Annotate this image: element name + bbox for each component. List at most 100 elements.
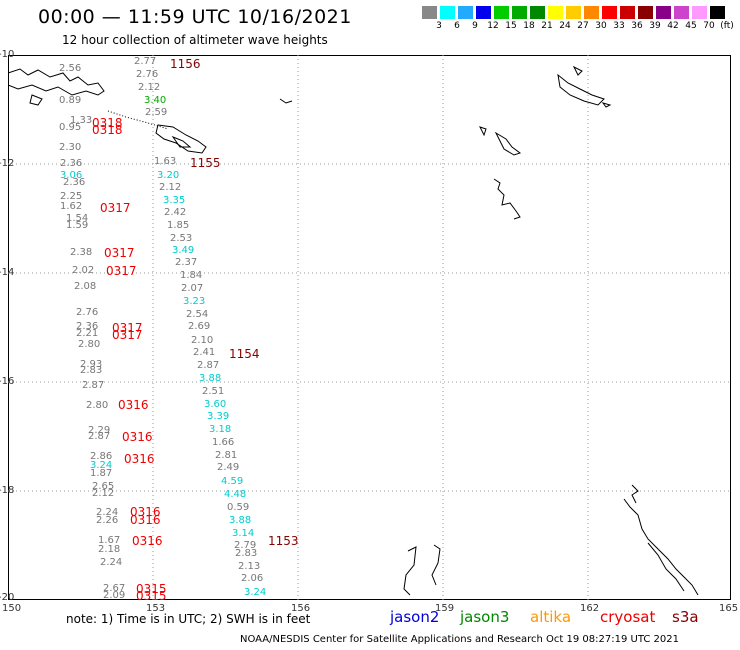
legend-label: (ft) (720, 21, 734, 31)
wave-height-value: 2.79 (234, 540, 257, 551)
wave-height-value: 2.29 (88, 425, 111, 436)
latitude-label: -12 (0, 158, 15, 169)
legend-swatch (710, 6, 725, 19)
wave-height-value: 3.40 (144, 95, 167, 106)
wave-height-value: 2.38 (70, 247, 93, 258)
legend-label: 39 (649, 21, 661, 31)
wave-height-value: 2.36 (76, 321, 99, 332)
wave-height-value: 1.33 (70, 115, 93, 126)
wave-height-value: 2.76 (136, 69, 159, 80)
coastline-reef-c (431, 544, 441, 586)
wave-height-value: 2.81 (215, 450, 238, 461)
wave-height-value: 1.66 (212, 437, 235, 448)
wave-height-value: 2.83 (235, 548, 258, 559)
wave-height-value: 3.24 (244, 587, 267, 598)
coastline-reef-b (403, 546, 417, 596)
coastline-rennell (601, 102, 612, 108)
altimeter-tracks (107, 110, 169, 130)
wave-height-value: 2.08 (74, 281, 97, 292)
wave-height-value: 2.80 (78, 339, 101, 350)
pass-time-label: 1153 (268, 534, 299, 548)
coastline-chesterfield-b (494, 131, 522, 156)
pass-time-label: 1156 (170, 57, 201, 71)
coastline-reef-a (493, 178, 521, 220)
pass-time-label: 0318 (92, 123, 123, 137)
coastline-solomon-a (557, 73, 605, 106)
latitude-label: -14 (0, 267, 15, 278)
wave-height-value: 2.76 (76, 307, 99, 318)
wave-height-value: 2.18 (98, 544, 121, 555)
wave-height-value: 2.93 (80, 359, 103, 370)
wave-height-value: 1.67 (98, 535, 121, 546)
wave-height-value: 2.02 (72, 265, 95, 276)
pass-time-label: 0318 (92, 116, 123, 130)
latitude-label: -10 (0, 49, 15, 60)
wave-height-value: 1.63 (154, 156, 177, 167)
legend-swatch (566, 6, 581, 19)
legend-label: 36 (631, 21, 643, 31)
wave-height-value: 2.80 (86, 400, 109, 411)
wave-height-value: 2.42 (164, 207, 187, 218)
wave-height-value: 4.48 (224, 489, 247, 500)
longitude-label: 165 (719, 603, 739, 614)
wave-height-value: 3.60 (204, 399, 227, 410)
wave-height-value: 3.14 (232, 528, 255, 539)
wave-height-value: 3.39 (207, 411, 230, 422)
coastline-new-caledonia-c (647, 542, 685, 592)
longitude-label: 153 (146, 603, 166, 614)
legend-swatch (602, 6, 617, 19)
wave-height-value: 3.88 (229, 515, 252, 526)
legend-swatch (620, 6, 635, 19)
pass-time-label: 0317 (112, 328, 143, 342)
coastline-louisiade (155, 124, 207, 154)
wave-height-value: 2.53 (170, 233, 193, 244)
satellite-legend-item: jason3 (460, 608, 510, 626)
legend-label: 21 (541, 21, 553, 31)
wave-height-value: 2.65 (92, 481, 115, 492)
wave-height-value: 2.10 (191, 335, 214, 346)
satellite-legend-item: altika (530, 608, 572, 626)
legend-label: 70 (703, 21, 715, 31)
wave-height-map (8, 55, 731, 600)
legend-label: 33 (613, 21, 625, 31)
wave-height-value: 1.87 (90, 468, 113, 479)
pass-time-label: 0316 (124, 452, 155, 466)
legend-label: 18 (523, 21, 535, 31)
pass-time-label: 1154 (229, 347, 260, 361)
legend-label: 42 (667, 21, 679, 31)
legend-swatch (548, 6, 563, 19)
coastline-solomon-b (572, 65, 583, 76)
pass-time-label: 0316 (118, 398, 149, 412)
pass-time-label: 0316 (122, 430, 153, 444)
wave-height-value: 2.49 (217, 462, 240, 473)
legend-swatch (656, 6, 671, 19)
legend-label: 24 (559, 21, 571, 31)
wave-height-value: 0.89 (59, 95, 82, 106)
wave-height-value: 2.36 (63, 177, 86, 188)
longitude-label: 150 (2, 603, 22, 614)
pass-time-label: 0317 (104, 246, 135, 260)
wave-height-value: 2.09 (103, 590, 126, 601)
wave-height-value: 2.67 (103, 583, 126, 594)
map-title: 00:00 — 11:59 UTC 10/16/2021 (38, 6, 352, 28)
wave-height-value: 2.87 (88, 431, 111, 442)
graticule (8, 55, 731, 600)
pass-time-label: 0317 (112, 321, 143, 335)
map-subtitle: 12 hour collection of altimeter wave hei… (62, 33, 328, 47)
note-text: note: 1) Time is in UTC; 2) SWH is in fe… (66, 612, 311, 626)
wave-height-value: 0.95 (59, 122, 82, 133)
wave-height-value: 2.12 (138, 82, 161, 93)
legend-swatch (692, 6, 707, 19)
legend-swatch (476, 6, 491, 19)
coastline-new-caledonia-b (623, 498, 699, 596)
wave-height-value: 3.18 (209, 424, 232, 435)
wave-height-value: 2.12 (92, 488, 115, 499)
legend-label: 30 (595, 21, 607, 31)
wave-height-value: 2.24 (96, 507, 119, 518)
pass-time-label: 0316 (132, 534, 163, 548)
legend-label: 12 (487, 21, 499, 31)
pass-time-label: 0316 (130, 505, 161, 519)
wave-height-value: 3.23 (183, 296, 206, 307)
wave-height-value: 2.86 (90, 451, 113, 462)
wave-height-value: 2.26 (96, 515, 119, 526)
